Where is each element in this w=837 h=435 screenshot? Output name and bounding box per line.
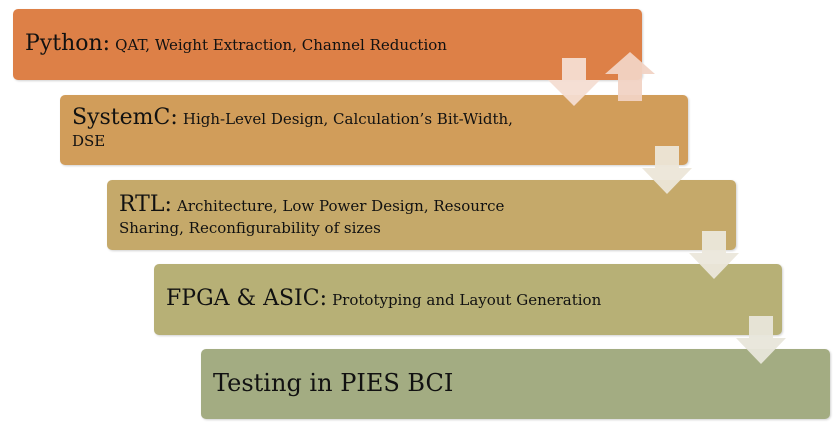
- up-arrow-icon: [605, 52, 655, 101]
- step-python-title: Python:: [25, 31, 111, 56]
- step-systemc: SystemC: High-Level Design, Calculation’…: [60, 95, 688, 165]
- step-python: Python: QAT, Weight Extraction, Channel …: [13, 9, 642, 80]
- step-fpga-asic-desc: Prototyping and Layout Generation: [332, 291, 602, 309]
- step-python-desc: QAT, Weight Extraction, Channel Reductio…: [115, 36, 447, 54]
- step-rtl-desc-line1: Architecture, Low Power Design, Resource: [176, 197, 505, 215]
- step-systemc-desc-line2: DSE: [72, 132, 106, 150]
- step-systemc-desc-line1: High-Level Design, Calculation’s Bit-Wid…: [182, 110, 513, 128]
- step-fpga-asic: FPGA & ASIC: Prototyping and Layout Gene…: [154, 264, 782, 335]
- step-rtl-title: RTL:: [119, 192, 172, 217]
- step-testing: Testing in PIES BCI: [201, 349, 830, 419]
- down-arrow-icon: [548, 58, 600, 106]
- down-arrow-icon: [689, 231, 739, 279]
- step-rtl: RTL: Architecture, Low Power Design, Res…: [107, 180, 736, 250]
- step-rtl-desc-line2: Sharing, Reconfigurability of sizes: [119, 219, 381, 237]
- step-fpga-asic-title: FPGA & ASIC:: [166, 286, 327, 311]
- step-testing-title: Testing in PIES BCI: [213, 369, 454, 397]
- down-arrow-icon: [642, 146, 692, 194]
- down-arrow-icon: [736, 316, 786, 364]
- step-systemc-title: SystemC:: [72, 105, 178, 130]
